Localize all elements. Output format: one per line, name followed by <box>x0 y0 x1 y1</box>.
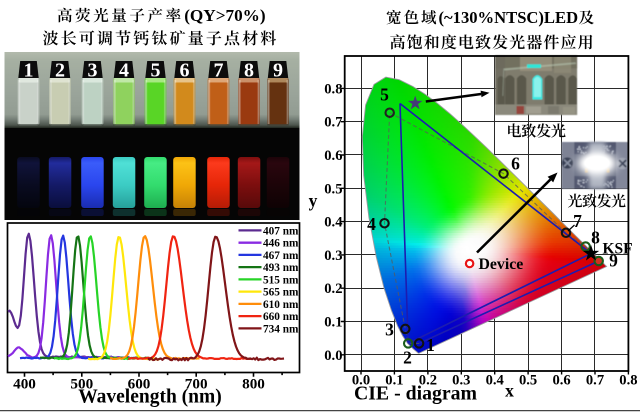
svg-text:0.4: 0.4 <box>324 215 343 231</box>
svg-text:8: 8 <box>244 60 254 82</box>
svg-text:0.0: 0.0 <box>324 348 342 364</box>
svg-text:0.8: 0.8 <box>619 373 637 389</box>
svg-text:0.4: 0.4 <box>486 373 505 389</box>
svg-text:9: 9 <box>609 251 618 271</box>
svg-text:400: 400 <box>13 376 36 393</box>
svg-text:3: 3 <box>88 60 98 82</box>
svg-text:0.3: 0.3 <box>452 373 470 389</box>
svg-text:9: 9 <box>273 60 283 82</box>
svg-text:KSF: KSF <box>603 241 633 258</box>
svg-text:493 nm: 493 nm <box>263 262 299 274</box>
svg-text:0.6: 0.6 <box>324 148 342 164</box>
svg-text:467 nm: 467 nm <box>263 250 299 262</box>
svg-text:4: 4 <box>367 214 376 234</box>
svg-text:0.1: 0.1 <box>324 315 342 331</box>
svg-text:0.0: 0.0 <box>352 373 370 389</box>
svg-text:8: 8 <box>591 228 600 248</box>
svg-text:0.7: 0.7 <box>586 373 604 389</box>
svg-text:660 nm: 660 nm <box>263 311 299 323</box>
svg-text:1: 1 <box>24 60 34 82</box>
svg-text:0.5: 0.5 <box>324 181 342 197</box>
svg-text:x: x <box>505 381 514 401</box>
svg-text:5: 5 <box>151 60 161 82</box>
svg-text:565 nm: 565 nm <box>263 287 299 299</box>
svg-text:800: 800 <box>242 376 265 393</box>
svg-text:600: 600 <box>128 376 151 393</box>
svg-text:0.1: 0.1 <box>385 373 403 389</box>
svg-text:7: 7 <box>573 211 582 231</box>
svg-text:y: y <box>309 191 318 211</box>
svg-text:2: 2 <box>55 60 65 82</box>
svg-text:515 nm: 515 nm <box>263 274 299 286</box>
svg-text:1: 1 <box>426 335 435 355</box>
svg-text:407 nm: 407 nm <box>263 225 299 237</box>
svg-text:500: 500 <box>70 376 93 393</box>
svg-text:700: 700 <box>185 376 208 393</box>
svg-text:0.2: 0.2 <box>324 281 342 297</box>
svg-text:0.8: 0.8 <box>324 81 342 97</box>
svg-text:(~130%NTSC)LED: (~130%NTSC)LED <box>439 8 579 27</box>
svg-text:Wavelength (nm): Wavelength (nm) <box>78 387 222 408</box>
svg-text:0.7: 0.7 <box>324 115 342 131</box>
svg-text:7: 7 <box>214 60 224 82</box>
svg-text:5: 5 <box>380 85 389 105</box>
svg-text:2: 2 <box>403 348 412 368</box>
svg-text:446 nm: 446 nm <box>263 238 299 250</box>
svg-text:(QY>70%): (QY>70%) <box>184 6 265 25</box>
svg-text:6: 6 <box>511 154 520 174</box>
svg-text:0.3: 0.3 <box>324 248 342 264</box>
svg-text:0.6: 0.6 <box>552 373 570 389</box>
svg-text:Device: Device <box>479 256 524 273</box>
svg-text:4: 4 <box>119 60 129 82</box>
svg-text:3: 3 <box>385 320 394 340</box>
svg-text:6: 6 <box>180 60 190 82</box>
svg-text:610 nm: 610 nm <box>263 299 299 311</box>
svg-text:0.2: 0.2 <box>419 373 437 389</box>
svg-text:0.5: 0.5 <box>519 373 537 389</box>
svg-text:734 nm: 734 nm <box>263 323 299 335</box>
svg-text:CIE - diagram: CIE - diagram <box>354 383 478 405</box>
